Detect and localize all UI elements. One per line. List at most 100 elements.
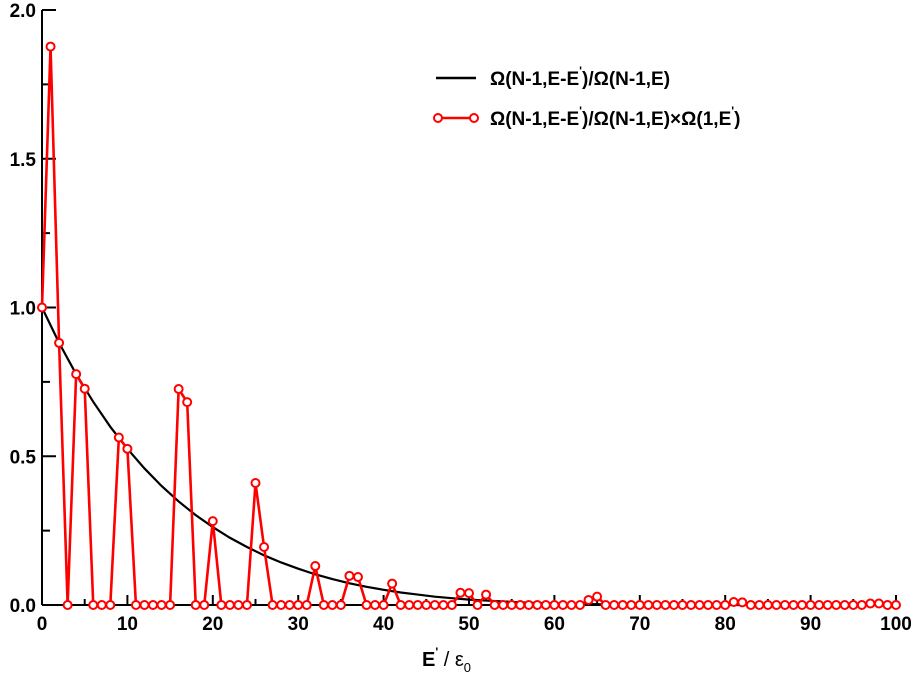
data-point (839, 600, 850, 610)
data-point (165, 600, 176, 610)
data-point (361, 600, 372, 610)
data-point (600, 600, 611, 610)
data-point (54, 337, 65, 348)
data-point (88, 600, 99, 610)
data-point (643, 600, 654, 610)
data-point (267, 600, 278, 610)
data-point (583, 594, 594, 605)
data-point (259, 541, 270, 552)
data-point (634, 600, 645, 610)
x-axis-label-main: E' / ε0 (422, 645, 471, 675)
data-point (429, 600, 440, 610)
axes (41, 9, 897, 606)
data-point (754, 600, 765, 610)
data-point (446, 600, 457, 610)
data-point (96, 600, 107, 610)
data-point (651, 600, 662, 610)
data-point (617, 600, 628, 610)
data-point (387, 578, 398, 589)
y-tick-label: 2.0 (10, 1, 36, 22)
data-point (190, 600, 201, 610)
x-tick-label: 20 (202, 614, 223, 635)
x-axis-label: E' / ε0 (422, 645, 471, 675)
x-tick-label: 40 (373, 614, 394, 635)
data-point (566, 600, 577, 610)
data-point (771, 600, 782, 610)
series-layer (37, 41, 901, 610)
x-tick-label: 0 (37, 614, 48, 635)
data-point (737, 597, 748, 608)
data-point (677, 600, 688, 610)
data-point (310, 561, 321, 572)
x-tick-label: 70 (629, 614, 650, 635)
data-point (105, 600, 116, 610)
legend-marker (433, 113, 443, 123)
data-point (805, 600, 816, 610)
data-point (130, 600, 141, 610)
data-point (779, 600, 790, 610)
y-tick-labels: 0.0 0.5 1.0 1.5 2.0 (10, 1, 37, 617)
data-point (856, 600, 867, 610)
data-point (822, 600, 833, 610)
data-point (788, 600, 799, 610)
data-point (71, 369, 82, 380)
data-point (148, 600, 159, 610)
data-point (873, 598, 884, 609)
y-tick-label: 0.5 (10, 447, 37, 468)
data-point (728, 597, 739, 608)
legend-marker (469, 113, 479, 123)
x-tick-label: 90 (800, 614, 821, 635)
data-point (575, 600, 586, 610)
data-point (626, 600, 637, 610)
data-point (199, 600, 210, 610)
data-point (352, 572, 363, 583)
data-point (797, 600, 808, 610)
data-point (301, 600, 312, 610)
data-point (412, 600, 423, 610)
data-point (686, 600, 697, 610)
y-tick-label: 0.0 (10, 596, 36, 617)
data-point (233, 600, 244, 610)
data-point (370, 600, 381, 610)
data-point (395, 600, 406, 610)
data-point (592, 591, 603, 602)
x-tick-label: 100 (880, 614, 912, 635)
data-point (293, 600, 304, 610)
data-point (378, 600, 389, 610)
data-point (438, 600, 449, 610)
data-point (250, 478, 261, 489)
data-point (344, 570, 355, 581)
data-point (464, 588, 474, 599)
data-point (404, 600, 415, 610)
data-point (276, 600, 287, 610)
x-tick-label: 50 (458, 614, 479, 635)
data-point (113, 432, 124, 443)
data-point (609, 600, 620, 610)
data-point (472, 600, 483, 610)
data-point (207, 516, 218, 527)
y-tick-label: 1.0 (10, 299, 36, 320)
data-point (79, 383, 90, 394)
legend-item-2: Ω(N-1,E-E')/Ω(N-1,E)×Ω(1,E') (433, 104, 740, 130)
data-point (284, 600, 295, 610)
data-point (549, 600, 560, 610)
data-point (481, 589, 492, 600)
data-point (814, 600, 825, 610)
data-point (45, 41, 56, 52)
legend: Ω(N-1,E-E')/Ω(N-1,E) Ω(N-1,E-E')/Ω(N-1,E)… (433, 64, 740, 130)
series-line (40, 46, 896, 608)
data-point (139, 600, 150, 610)
data-point (156, 600, 167, 610)
data-point (831, 600, 842, 610)
data-point (848, 600, 859, 610)
legend-label: Ω(N-1,E-E')/Ω(N-1,E) (490, 64, 670, 90)
data-point (720, 600, 731, 610)
data-point (523, 600, 534, 610)
data-point (515, 600, 526, 610)
data-point (327, 600, 338, 610)
y-tick-label: 1.5 (10, 150, 37, 171)
data-point (37, 302, 47, 313)
series-2 (37, 41, 901, 610)
x-tick-label: 60 (544, 614, 565, 635)
data-point (122, 443, 133, 454)
